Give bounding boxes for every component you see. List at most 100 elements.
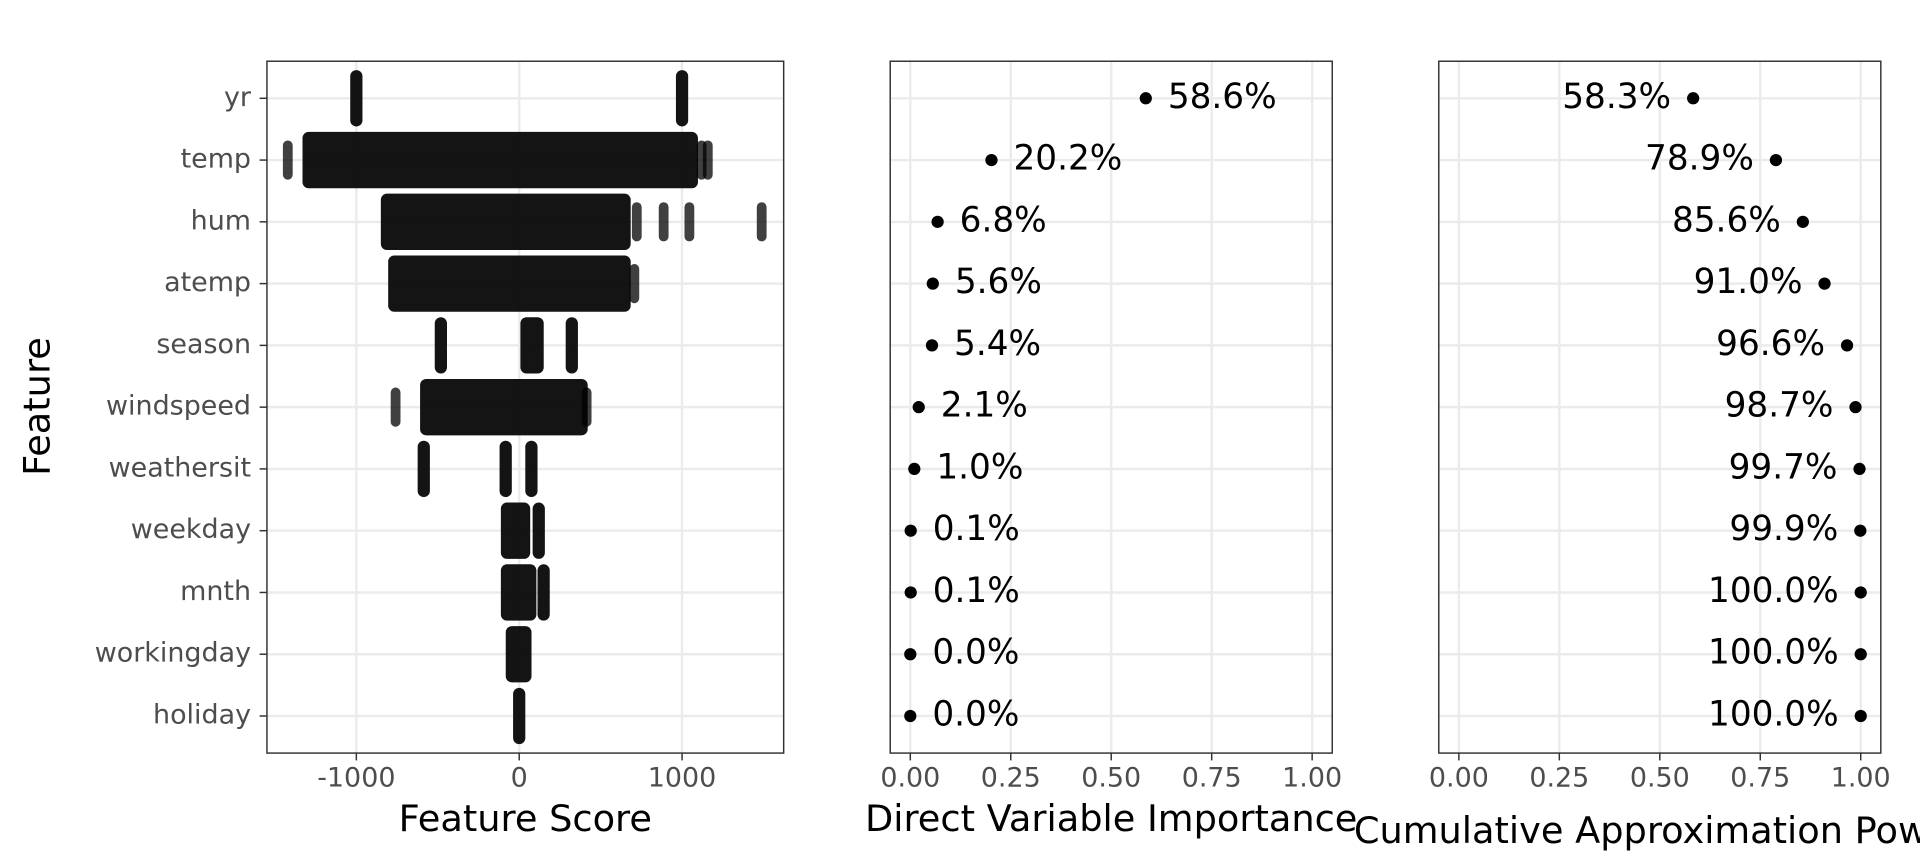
value-label: 100.0% [1708,695,1839,735]
importance-dot [1796,215,1809,228]
y-tick-label: temp [181,144,251,175]
importance-dot [1854,648,1867,661]
value-label: 2.1% [941,386,1028,426]
y-tick-label: workingday [95,638,251,669]
value-label: 98.7% [1725,386,1834,426]
score-band [675,70,689,127]
score-point [629,264,640,304]
value-label: 20.2% [1014,139,1123,179]
importance-dot [1818,277,1831,290]
value-label: 0.1% [933,509,1020,549]
x-tick-label: 0.00 [1429,762,1489,793]
score-band [520,317,544,374]
value-label: 0.1% [933,571,1020,611]
score-band [513,687,526,745]
x-tick-label: 0.50 [1630,762,1690,793]
score-band [499,440,512,498]
value-label: 100.0% [1708,633,1839,673]
score-band [537,564,550,621]
importance-dot [904,586,917,599]
x-tick-label: 0.50 [1081,762,1141,793]
importance-dot [1854,524,1867,537]
panel-border [266,60,785,754]
score-band [505,626,532,683]
importance-dot [931,215,944,228]
panel-border [889,60,1333,754]
importance-dot [926,277,939,290]
importance-dot [1687,92,1700,105]
value-label: 5.6% [955,262,1042,302]
y-tick-label: mnth [180,576,251,607]
score-band [417,440,430,498]
value-label: 99.7% [1729,447,1838,487]
x-tick-label: 0.25 [1529,762,1589,793]
score-band [532,502,545,559]
importance-dot [1854,709,1867,723]
panel-border [1438,60,1882,754]
value-label: 5.4% [954,324,1041,364]
x-tick-label: 0.25 [981,762,1041,793]
y-tick-label: weathersit [109,452,251,483]
value-label: 99.9% [1729,509,1838,549]
value-label: 78.9% [1645,139,1754,179]
score-point [702,140,713,180]
importance-dot [1139,92,1152,105]
y-tick-label: hum [191,205,251,236]
importance-dot [904,648,917,661]
y-tick-label: holiday [153,700,251,731]
x-tick-label: 1.00 [1282,762,1342,793]
score-point [684,202,695,242]
y-tick-label: season [156,329,251,360]
importance-dot [904,524,917,537]
score-point [756,202,767,242]
x-tick-label: 1000 [648,762,717,793]
value-label: 96.6% [1716,324,1825,364]
value-label: 100.0% [1708,571,1839,611]
importance-dot [1854,586,1867,599]
y-tick-label: windspeed [106,391,251,422]
y-tick-label: weekday [131,514,251,545]
y-axis-title: Feature [16,337,59,476]
score-band [388,255,631,312]
score-band [500,502,531,559]
x-axis-title: Feature Score [399,797,652,840]
x-tick-label: 0 [511,762,528,793]
y-tick-label: atemp [164,267,251,298]
score-band [302,131,698,189]
x-tick-label: 0.00 [880,762,940,793]
score-band [420,378,588,436]
importance-dot [1840,339,1854,352]
x-axis-title: Cumulative Approximation Power [1354,809,1920,852]
value-label: 58.3% [1562,77,1671,117]
importance-dot [908,462,921,476]
importance-dot [904,709,917,723]
score-band [434,317,447,374]
value-label: 85.6% [1672,200,1781,240]
score-point [631,202,642,242]
value-label: 91.0% [1694,262,1803,302]
score-point [390,387,401,427]
score-band [380,193,631,251]
value-label: 0.0% [932,695,1019,735]
score-band [500,564,537,621]
score-point [581,387,592,427]
y-tick-label: yr [224,82,252,113]
value-label: 58.6% [1168,77,1277,117]
score-band [525,440,538,498]
score-band [350,70,363,127]
score-band [565,317,578,374]
x-tick-label: -1000 [317,762,395,793]
importance-dot [1769,153,1783,167]
importance-dot [1853,462,1866,476]
score-point [282,140,293,180]
importance-dot [925,339,939,352]
value-label: 6.8% [960,200,1047,240]
value-label: 1.0% [936,447,1023,487]
x-axis-title: Direct Variable Importance [865,797,1357,840]
x-tick-label: 0.75 [1730,762,1790,793]
value-label: 0.0% [932,633,1019,673]
x-tick-label: 1.00 [1831,762,1891,793]
importance-dot [912,401,925,414]
